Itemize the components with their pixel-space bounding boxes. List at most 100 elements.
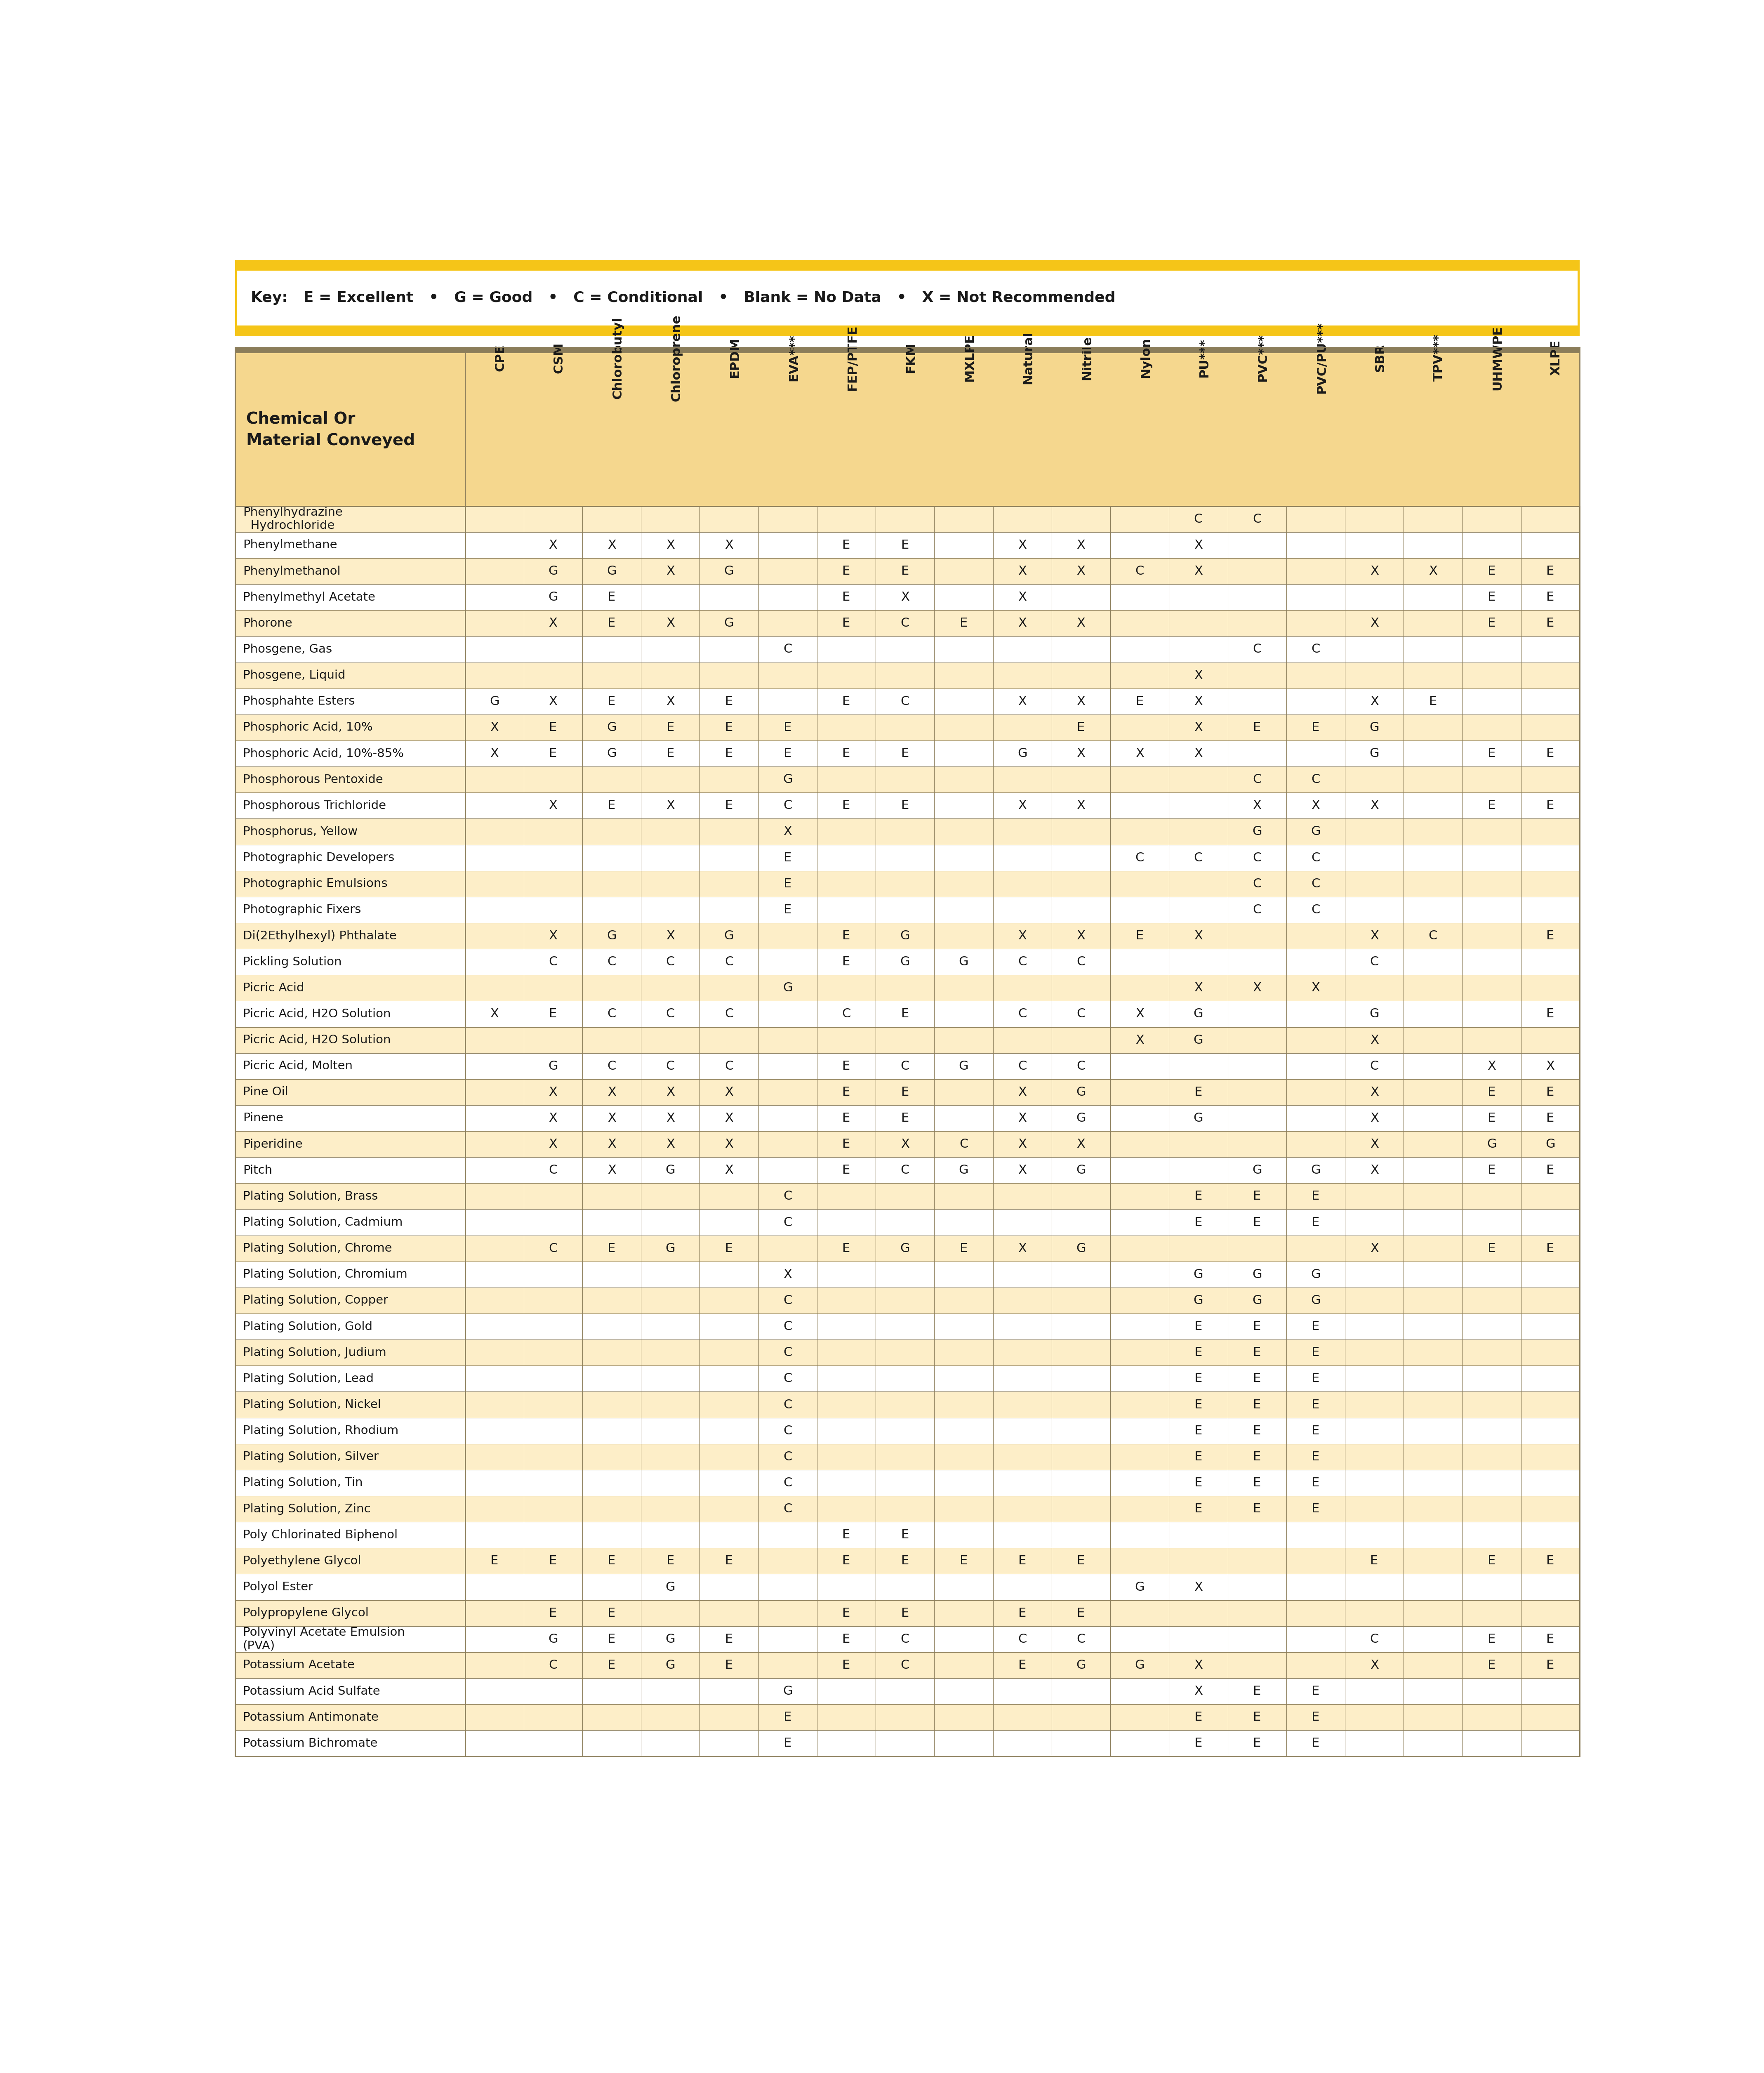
Text: Nitrile: Nitrile <box>1081 336 1094 379</box>
Text: Photographic Developers: Photographic Developers <box>243 852 395 864</box>
Text: E: E <box>1194 1712 1203 1723</box>
Text: C: C <box>1194 852 1203 864</box>
Text: X: X <box>901 1138 908 1151</box>
Text: G: G <box>1369 748 1379 759</box>
Text: X: X <box>1371 566 1379 576</box>
Text: FEP/PTFE: FEP/PTFE <box>847 325 859 390</box>
Text: Phosphorous Trichloride: Phosphorous Trichloride <box>243 800 386 811</box>
Text: X: X <box>1194 670 1203 682</box>
Text: X: X <box>1018 931 1027 941</box>
Bar <box>235 1132 1579 1157</box>
Text: Phosphoric Acid, 10%: Phosphoric Acid, 10% <box>243 721 372 734</box>
Text: C: C <box>667 1007 676 1020</box>
Text: X: X <box>1252 983 1261 993</box>
Text: X: X <box>1018 591 1027 603</box>
Text: C: C <box>549 1658 557 1671</box>
Text: G: G <box>1311 1269 1321 1281</box>
Text: X: X <box>607 1165 616 1175</box>
Text: C: C <box>1076 1007 1085 1020</box>
Text: E: E <box>1312 1737 1319 1750</box>
Text: G: G <box>900 931 910 941</box>
Text: C: C <box>607 1059 616 1072</box>
Text: E: E <box>725 1634 734 1646</box>
Text: G: G <box>1311 1165 1321 1175</box>
Text: E: E <box>549 721 557 734</box>
Text: E: E <box>843 1165 850 1175</box>
Text: X: X <box>549 800 557 813</box>
Text: G: G <box>549 566 557 576</box>
Text: E: E <box>1547 1165 1554 1175</box>
Bar <box>235 1339 1579 1366</box>
Text: E: E <box>843 1113 850 1124</box>
Text: X: X <box>549 1138 557 1151</box>
Text: E: E <box>1312 1451 1319 1464</box>
Bar <box>235 1418 1579 1443</box>
Text: E: E <box>1252 721 1261 734</box>
Bar <box>235 1497 1579 1522</box>
Text: PVC/PU***: PVC/PU*** <box>1316 321 1328 394</box>
Text: E: E <box>1547 748 1554 759</box>
Text: X: X <box>1076 694 1085 707</box>
Text: Phenylmethanol: Phenylmethanol <box>243 566 340 576</box>
Text: G: G <box>960 1059 968 1072</box>
Text: E: E <box>1252 1321 1261 1333</box>
Text: E: E <box>783 904 792 916</box>
Text: X: X <box>1018 539 1027 551</box>
Text: E: E <box>667 721 674 734</box>
Text: E: E <box>1312 1476 1319 1488</box>
Text: C: C <box>783 1294 792 1306</box>
Text: CSM: CSM <box>554 342 564 373</box>
Text: X: X <box>667 1086 674 1099</box>
Text: E: E <box>783 1737 792 1750</box>
Text: C: C <box>549 1165 557 1175</box>
Text: Phenylmethane: Phenylmethane <box>243 539 337 551</box>
Text: X: X <box>549 694 557 707</box>
Text: E: E <box>667 748 674 759</box>
Text: X: X <box>667 566 674 576</box>
Text: X: X <box>1194 748 1203 759</box>
Text: E: E <box>1312 1712 1319 1723</box>
Text: C: C <box>549 956 557 968</box>
Text: X: X <box>549 931 557 941</box>
Text: G: G <box>607 566 617 576</box>
Text: X: X <box>667 1138 674 1151</box>
Text: Plating Solution, Cadmium: Plating Solution, Cadmium <box>243 1217 402 1227</box>
Text: X: X <box>783 825 792 837</box>
Text: Pitch: Pitch <box>243 1165 272 1175</box>
Text: C: C <box>667 956 676 968</box>
Text: G: G <box>1194 1269 1203 1281</box>
Bar <box>235 1470 1579 1497</box>
Text: E: E <box>1547 931 1554 941</box>
Text: UHMWPE: UHMWPE <box>1492 325 1503 390</box>
Bar <box>235 348 1579 352</box>
Text: E: E <box>960 1242 968 1254</box>
Text: Pickling Solution: Pickling Solution <box>243 956 342 968</box>
Text: C: C <box>1252 643 1261 655</box>
Text: E: E <box>901 1607 908 1619</box>
Text: G: G <box>665 1165 676 1175</box>
Bar <box>235 609 1579 636</box>
Text: E: E <box>783 1712 792 1723</box>
Text: X: X <box>549 618 557 630</box>
Text: Polyol Ester: Polyol Ester <box>243 1582 312 1592</box>
Text: G: G <box>1076 1242 1087 1254</box>
Text: Phosphorous Pentoxide: Phosphorous Pentoxide <box>243 773 383 786</box>
Text: G: G <box>1252 1269 1261 1281</box>
Text: X: X <box>1371 1113 1379 1124</box>
Text: E: E <box>843 591 850 603</box>
Text: X: X <box>725 1165 734 1175</box>
Text: Potassium Acetate: Potassium Acetate <box>243 1658 355 1671</box>
Text: C: C <box>783 1372 792 1385</box>
Text: E: E <box>1194 1451 1203 1464</box>
Text: Chloroprene: Chloroprene <box>670 315 683 402</box>
Text: C: C <box>901 1165 910 1175</box>
Text: E: E <box>1252 1347 1261 1358</box>
Text: X: X <box>1018 1086 1027 1099</box>
Text: C: C <box>549 1242 557 1254</box>
Text: E: E <box>1018 1555 1027 1567</box>
Text: G: G <box>1252 825 1261 837</box>
Text: E: E <box>843 1059 850 1072</box>
Text: E: E <box>1487 1086 1496 1099</box>
Text: C: C <box>1311 852 1319 864</box>
Text: E: E <box>1547 1113 1554 1124</box>
